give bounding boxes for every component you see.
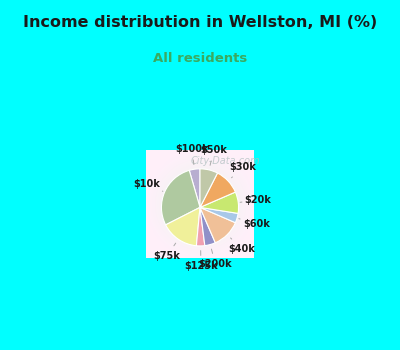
Wedge shape [200,169,218,207]
Text: City-Data.com: City-Data.com [191,156,260,166]
Wedge shape [200,207,215,246]
Wedge shape [200,173,235,207]
Wedge shape [200,207,235,243]
Text: $40k: $40k [228,238,255,254]
Text: $200k: $200k [199,249,232,269]
Text: $50k: $50k [200,145,227,165]
Text: $60k: $60k [239,219,270,229]
Wedge shape [189,169,200,207]
Wedge shape [196,207,205,246]
Text: $125k: $125k [184,251,218,271]
Text: $75k: $75k [154,243,180,261]
Wedge shape [166,207,200,246]
Text: $30k: $30k [229,162,256,178]
Text: $10k: $10k [133,179,163,191]
Wedge shape [162,170,200,225]
Text: Income distribution in Wellston, MI (%): Income distribution in Wellston, MI (%) [23,15,377,29]
Text: $100k: $100k [175,144,208,164]
Wedge shape [200,207,238,223]
Text: All residents: All residents [153,52,247,65]
Text: $20k: $20k [240,195,272,205]
Wedge shape [200,192,238,214]
